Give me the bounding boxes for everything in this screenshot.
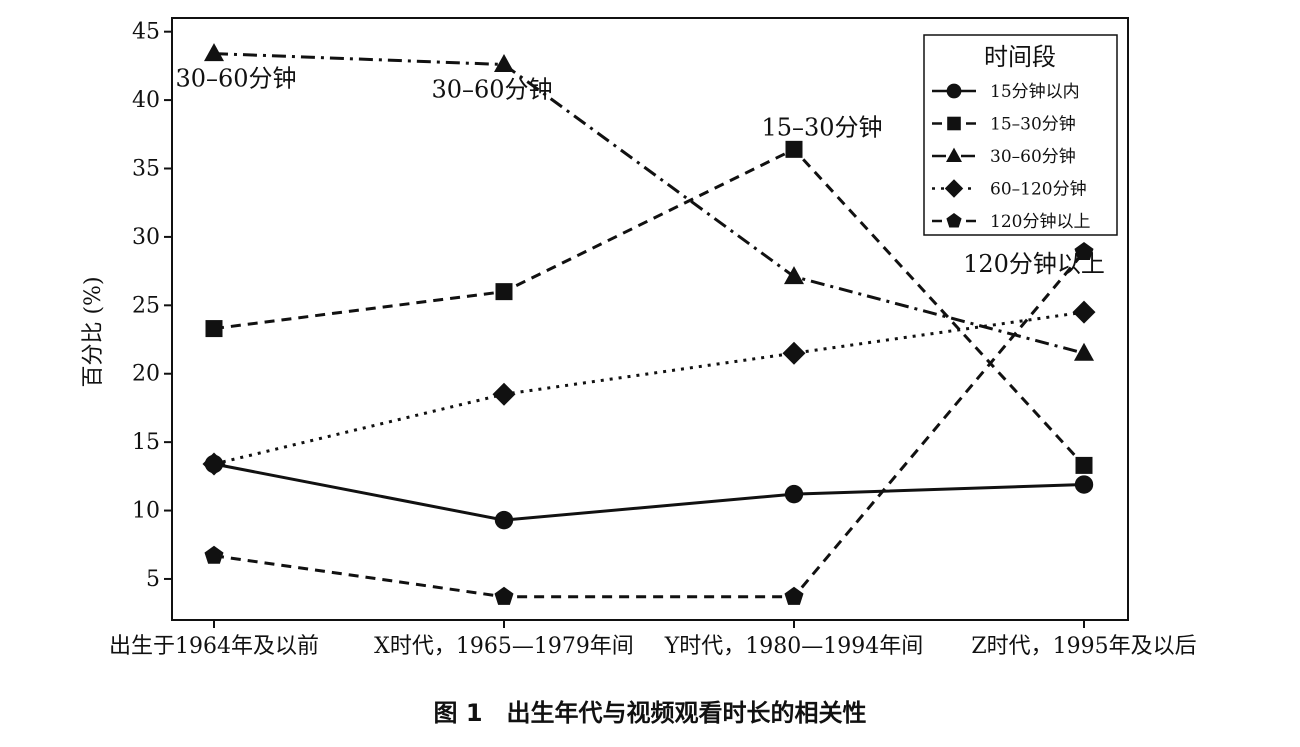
x-axis: 出生于1964年及以前 X时代，1965—1979年间 Y时代，1980—1994年… [109,620,1197,659]
y-tick-label: 30 [132,225,160,250]
data-point-pentagon [1074,241,1094,261]
data-point-square [205,320,223,338]
legend-marker-circle [946,83,962,99]
data-point-circle [1074,475,1094,494]
annotation-label: 30–60分钟 [175,65,296,93]
data-point-circle [784,484,804,504]
series-line [213,250,1086,599]
y-tick-label: 5 [146,567,160,592]
y-tick-label: 40 [132,88,160,113]
plot-frame [171,17,1129,621]
x-tick-label: X时代，1965—1979年间 [374,634,634,659]
y-axis: 5 10 15 20 25 30 35 40 45 [132,20,172,592]
x-tick-label: Z时代，1995年及以后 [971,634,1196,659]
data-point-square [785,140,803,158]
data-point-diamond [202,452,226,476]
series-line [213,52,1085,355]
legend-item-label: 120分钟以上 [990,212,1090,232]
series-lines [213,52,1086,599]
y-tick-label: 25 [132,293,160,318]
line-chart: 百分比 (%) 5 10 15 20 25 30 35 40 45 出生于1964年及以前 X时代… [81,17,1197,659]
data-point-triangle [784,266,804,285]
x-tick-label: Y时代，1980—1994年间 [664,634,924,659]
legend: 时间段 15分钟以内 15–30分钟 30–60分钟 60–120分钟 120分钟以上 [923,34,1118,236]
data-point-square [495,283,513,301]
legend-marker-diamond [944,179,964,198]
data-point-triangle [494,54,514,73]
y-tick-label: 10 [132,499,160,524]
data-point-square [1075,456,1093,474]
legend-marker-square [947,116,961,131]
data-point-diamond [492,382,516,406]
annotation-label: 30–60分钟 [431,76,552,104]
legend-item-label: 30–60分钟 [990,147,1076,167]
figure-caption: 图 1 出生年代与视频观看时长的相关性 [433,699,867,727]
y-tick-label: 20 [132,362,160,387]
y-axis-label: 百分比 (%) [81,276,106,387]
y-tick-label: 45 [132,20,160,45]
data-point-pentagon [494,586,514,605]
data-point-triangle [204,43,224,62]
y-tick-label: 35 [132,157,160,182]
data-point-triangle [1074,342,1094,361]
data-point-pentagon [204,545,224,564]
annotation-label: 120分钟以上 [963,250,1105,278]
legend-item-label: 15–30分钟 [990,115,1076,135]
legend-title: 时间段 [984,43,1056,71]
data-point-diamond [782,341,806,365]
legend-item-label: 15分钟以内 [990,82,1080,102]
data-point-diamond [1072,300,1096,324]
x-tick-label: 出生于1964年及以前 [109,634,319,659]
series-line [213,462,1085,522]
legend-marker-triangle [946,147,962,162]
data-point-pentagon [784,586,804,605]
legend-frame [923,34,1118,236]
annotation-label: 15–30分钟 [761,113,882,141]
y-tick-label: 15 [132,430,160,455]
legend-item-label: 60–120分钟 [990,180,1087,200]
data-point-circle [494,510,514,530]
legend-marker-pentagon [946,213,962,228]
annotations: 30–60分钟 30–60分钟 15–30分钟 120分钟以上 [175,65,1104,278]
series-markers [202,43,1096,605]
series-line [213,310,1085,466]
